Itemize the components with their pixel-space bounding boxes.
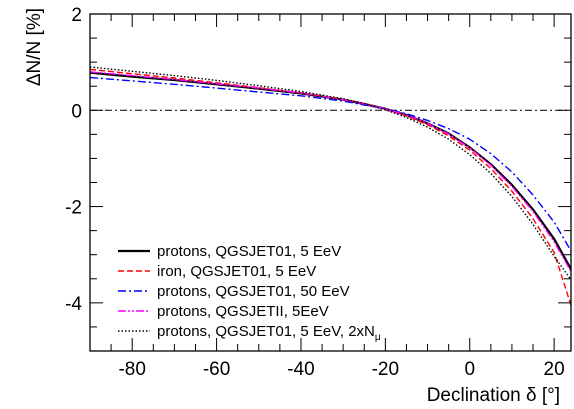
series-line-5	[89, 66, 572, 281]
tick-marks	[89, 13, 571, 352]
series-line-1	[89, 71, 572, 270]
series-layer	[89, 66, 572, 306]
legend-label-4: protons, QGSJETII, 5EeV	[157, 303, 329, 320]
tick-labels: -80 -60 -40 -20 0 20-4-202	[65, 5, 565, 380]
y-tick-label: 0	[71, 101, 82, 122]
y-tick-label: -2	[65, 198, 82, 219]
series-line-4	[89, 71, 572, 272]
x-tick-label: -60	[203, 359, 230, 380]
series-line-2	[89, 68, 572, 306]
legend: protons, QGSJET01, 5 EeV iron, QGSJET01, …	[118, 243, 381, 343]
y-axis-title: ΔN/N [%]	[24, 8, 45, 86]
x-tick-label: -40	[287, 359, 314, 380]
legend-label-3: protons, QGSJET01, 50 EeV	[157, 283, 350, 300]
x-tick-label: -20	[372, 359, 399, 380]
legend-label-1: protons, QGSJET01, 5 EeV	[157, 243, 341, 260]
x-axis-title: Declination δ [°]	[427, 385, 560, 406]
x-tick-label: -80	[118, 359, 145, 380]
x-tick-label: 20	[544, 359, 565, 380]
legend-label-subscript: μ	[375, 332, 381, 343]
y-tick-label: -4	[65, 294, 82, 315]
x-tick-label: 0	[464, 359, 475, 380]
legend-label-2: iron, QGSJET01, 5 EeV	[157, 263, 316, 280]
series-line-3	[89, 76, 572, 252]
legend-label-5: protons, QGSJET01, 5 EeV, 2xNμ	[157, 323, 381, 343]
y-tick-label: 2	[71, 5, 82, 26]
